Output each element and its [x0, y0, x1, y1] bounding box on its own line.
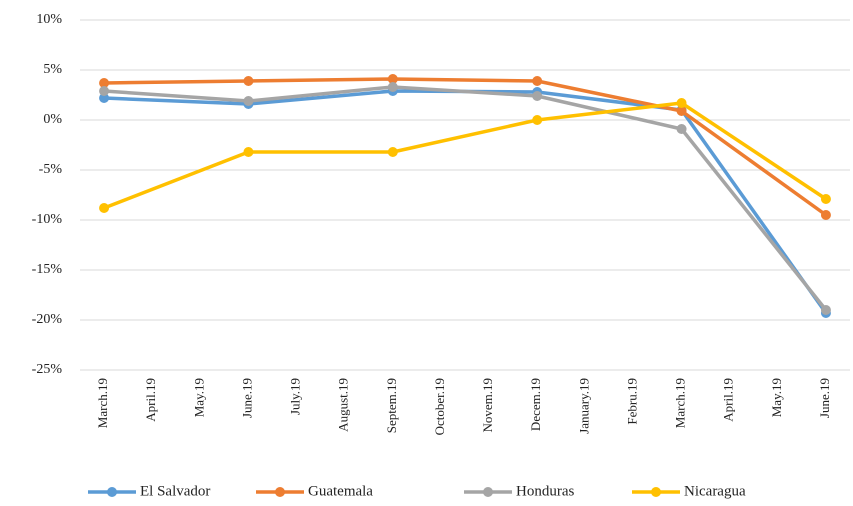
y-tick-label: -15% [32, 262, 63, 277]
y-tick-label: -25% [32, 362, 63, 377]
data-point [99, 86, 110, 96]
y-tick-label: 0% [43, 112, 62, 127]
legend-label: Guatemala [308, 483, 373, 499]
legend-label: El Salvador [140, 483, 210, 499]
data-point [676, 124, 687, 134]
legend-marker [483, 487, 493, 497]
x-tick-label: Septem.19 [384, 378, 399, 433]
data-point [820, 194, 831, 204]
x-tick-label: Febru.19 [624, 378, 639, 425]
data-point [387, 74, 398, 84]
x-tick-label: Novem.19 [480, 378, 495, 433]
y-tick-label: -20% [32, 312, 63, 327]
legend-marker [651, 487, 661, 497]
x-tick-label: March.19 [95, 378, 110, 428]
y-tick-label: 10% [36, 12, 62, 27]
x-tick-label: August.19 [336, 378, 351, 432]
data-point [99, 93, 110, 103]
y-tick-label: -5% [39, 162, 63, 177]
data-point [99, 203, 110, 213]
x-tick-label: October.19 [432, 378, 447, 435]
data-point [532, 115, 543, 125]
x-tick-label: July.19 [288, 378, 303, 415]
data-point [676, 98, 687, 108]
data-point [820, 305, 831, 315]
legend-label: Nicaragua [684, 483, 746, 499]
x-tick-label: May.19 [191, 378, 206, 417]
data-point [532, 76, 543, 86]
series-line [103, 85, 828, 312]
x-tick-label: May.19 [769, 378, 784, 417]
data-point [820, 210, 831, 220]
x-tick-label: April.19 [143, 378, 158, 422]
data-point [99, 78, 110, 88]
series-line [103, 89, 828, 315]
data-point [387, 82, 398, 92]
x-tick-label: March.19 [673, 378, 688, 428]
data-point [243, 147, 254, 157]
series-line [103, 101, 827, 210]
x-tick-label: Decem.19 [528, 378, 543, 431]
data-point [676, 106, 687, 116]
legend-marker [107, 487, 117, 497]
series-line [104, 77, 827, 217]
y-tick-label: -10% [32, 212, 63, 227]
data-point [532, 91, 543, 101]
data-point [387, 147, 398, 157]
data-point [243, 76, 254, 86]
x-tick-label: June.19 [817, 378, 832, 418]
x-tick-label: June.19 [239, 378, 254, 418]
x-tick-label: January.19 [576, 378, 591, 434]
data-point [243, 96, 254, 106]
y-tick-label: 5% [43, 62, 62, 77]
legend-label: Honduras [516, 483, 574, 499]
x-tick-label: April.19 [721, 378, 736, 422]
legend-marker [275, 487, 285, 497]
